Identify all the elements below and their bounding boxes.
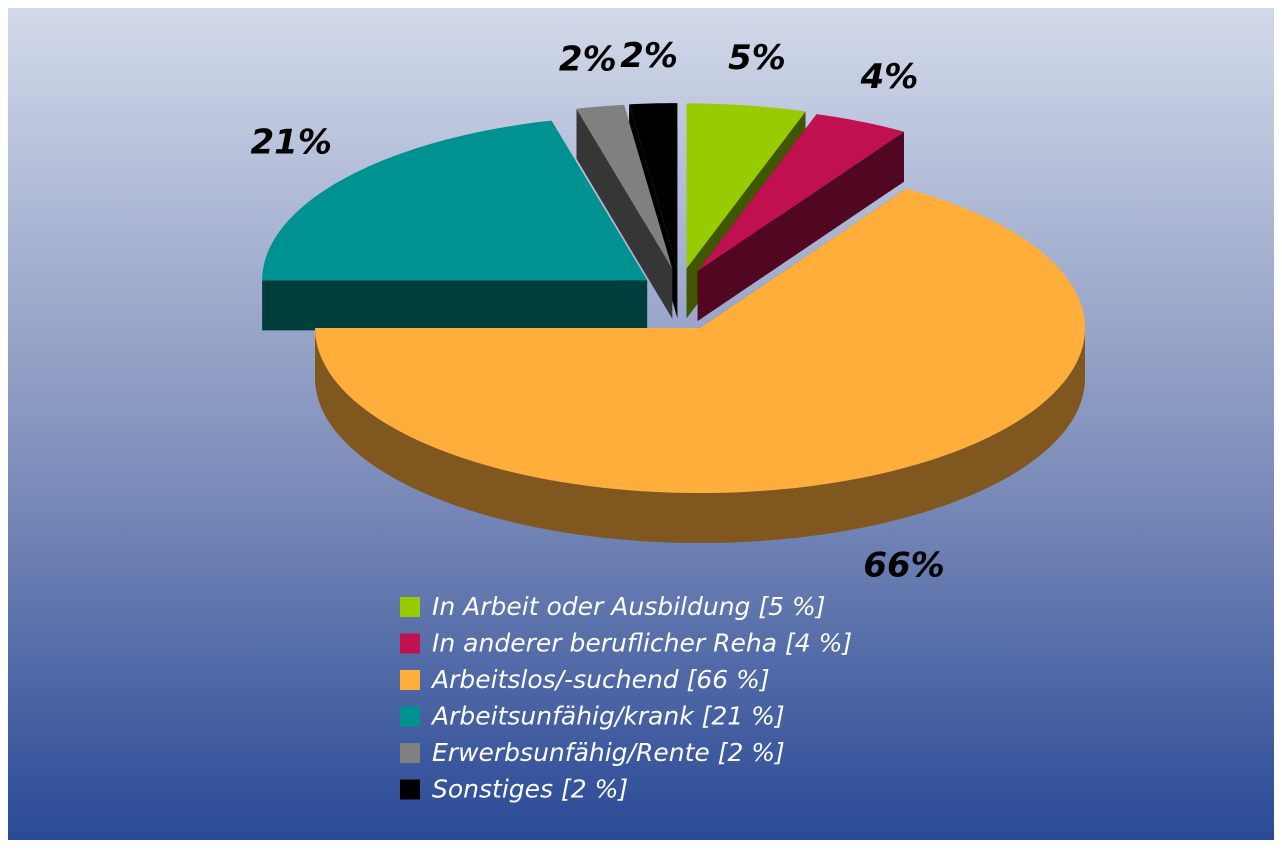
legend-swatch	[400, 633, 420, 654]
legend-label: In Arbeit oder Ausbildung [5 %]	[432, 592, 825, 621]
slice-top	[629, 103, 678, 269]
legend-label: Arbeitslos/-suchend [66 %]	[430, 665, 770, 694]
legend-swatch	[400, 779, 420, 800]
data-label: 66%	[863, 546, 944, 586]
slice-top	[686, 103, 806, 269]
slice-wall	[315, 328, 1085, 543]
slice-top	[697, 114, 904, 271]
data-label: 21%	[251, 123, 332, 163]
legend-swatch	[400, 670, 420, 690]
slice-top	[576, 104, 673, 269]
slice	[315, 188, 1085, 543]
legend-label: Arbeitsunfähig/krank [21 %]	[430, 702, 785, 731]
legend-swatch	[400, 706, 420, 727]
data-label: 2%	[620, 36, 678, 76]
legend-label: Erwerbsunfähig/Rente [2 %]	[432, 738, 785, 767]
slice	[576, 104, 673, 319]
data-label: 4%	[860, 57, 919, 97]
slice	[262, 120, 648, 331]
slice	[697, 114, 904, 321]
slice-top	[262, 120, 648, 281]
slice-side	[262, 280, 648, 331]
legend-label: In anderer beruflicher Reha [4 %]	[432, 629, 852, 658]
slice-top	[315, 188, 1085, 493]
slice-side	[697, 131, 904, 321]
data-label: 2%	[559, 39, 617, 79]
legend-label: Sonstiges [2 %]	[432, 775, 628, 804]
legend-swatch	[400, 743, 420, 763]
slice-side	[576, 108, 673, 319]
data-label: 5%	[728, 38, 786, 78]
legend-swatch	[400, 597, 420, 617]
